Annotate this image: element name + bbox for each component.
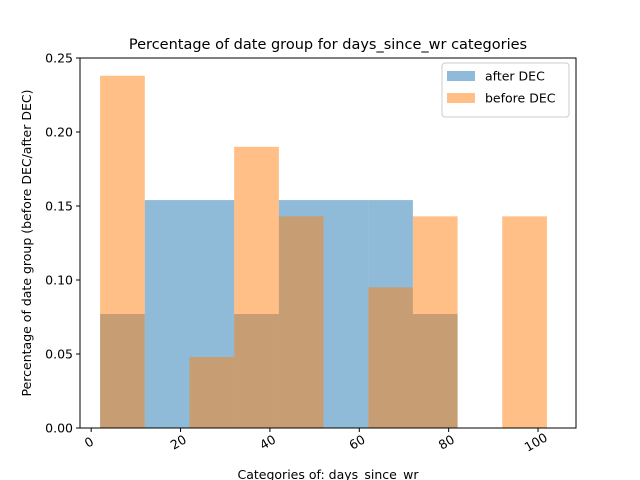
x-axis-label: Categories of: days_since_wr (238, 467, 420, 480)
bar-before-dec-6 (502, 216, 547, 428)
bar-before-dec-3 (278, 216, 324, 428)
y-tick-label: 0.10 (45, 273, 73, 288)
y-axis-ticks: 0.00 0.05 0.10 0.15 0.20 0.25 (45, 51, 80, 436)
x-tick-label: 80 (436, 432, 457, 453)
bar-after-dec-5 (323, 200, 369, 428)
x-tick-label: 40 (257, 432, 278, 453)
legend-label: before DEC (485, 91, 556, 106)
legend: after DEC before DEC (441, 62, 570, 118)
y-axis-label: Percentage of date group (before DEC/aft… (19, 90, 34, 397)
legend-swatch-after-dec (447, 71, 475, 81)
legend-swatch-before-dec (447, 93, 475, 103)
bar-after-dec-1 (144, 200, 190, 428)
y-tick-label: 0.05 (45, 347, 73, 362)
legend-label: after DEC (485, 69, 545, 84)
bar-before-dec-2 (234, 146, 279, 429)
bars-layer (100, 75, 547, 429)
chart-title: Percentage of date group for days_since_… (129, 37, 527, 53)
y-tick-label: 0.15 (45, 199, 73, 214)
x-axis-ticks: 0 20 40 60 80 100 (82, 428, 550, 455)
x-tick-label: 20 (168, 432, 189, 453)
plot-frame (79, 57, 577, 429)
y-tick-label: 0.00 (45, 421, 73, 436)
x-tick-label: 60 (346, 432, 367, 453)
y-tick-label: 0.20 (45, 125, 73, 140)
bar-before-dec-4 (368, 287, 413, 428)
bar-before-dec-5 (412, 216, 458, 428)
bar-before-dec-1 (189, 356, 235, 428)
bar-before-dec-0 (100, 75, 145, 428)
y-tick-label: 0.25 (45, 51, 73, 66)
